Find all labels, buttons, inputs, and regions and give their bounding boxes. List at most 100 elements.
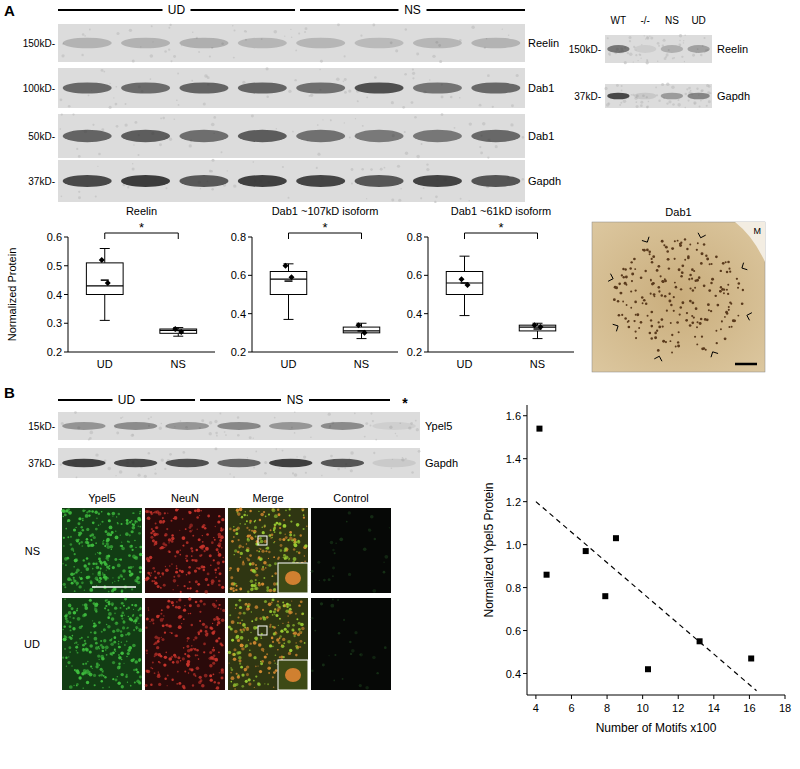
fluorescence: [63, 516, 65, 518]
blot-noise: [305, 472, 307, 474]
arrowhead: [642, 237, 649, 242]
stained-cell: [635, 331, 637, 333]
fluorescence: [174, 555, 176, 557]
fluorescence: [198, 633, 200, 635]
fluorescence: [201, 544, 205, 548]
blot-noise: [316, 167, 318, 169]
stained-cell: [694, 287, 696, 289]
fluorescence: [134, 619, 137, 622]
band: [238, 38, 287, 49]
fluorescence: [233, 526, 234, 527]
fluorescence: [84, 640, 86, 642]
fluorescence: [189, 581, 191, 583]
blot-noise: [349, 458, 350, 459]
fluorescence: [243, 561, 244, 562]
fluorescence: [241, 516, 243, 518]
protein-label: Reelin: [717, 43, 748, 55]
fluorescence: [185, 558, 187, 560]
stained-cell: [692, 289, 694, 291]
fluorescence: [273, 527, 276, 530]
fluorescence: [311, 570, 314, 573]
fluorescence: [105, 605, 107, 607]
fluorescence: [247, 538, 249, 540]
fluorescence: [90, 580, 93, 583]
band: [121, 82, 170, 93]
arrowhead: [711, 352, 718, 357]
fluorescence: [282, 538, 285, 541]
fluorescence: [68, 604, 72, 608]
blot-noise: [61, 196, 63, 198]
stained-cell: [705, 349, 707, 351]
fluorescence: [187, 649, 191, 653]
fluorescence: [229, 567, 232, 570]
fluorescence: [129, 571, 132, 574]
fluorescence: [69, 616, 70, 617]
stained-cell: [653, 293, 656, 296]
fluorescence: [164, 656, 167, 659]
blot-noise: [279, 468, 280, 469]
fluorescence: [169, 565, 171, 567]
fluorescence: [250, 580, 253, 583]
blot-strip: [58, 68, 525, 108]
fluorescence: [166, 528, 168, 530]
fluorescence: [127, 682, 128, 683]
size-marker: 15kD-: [28, 421, 55, 432]
fluorescence: [254, 526, 257, 529]
fluorescence: [185, 555, 188, 558]
blot-noise: [164, 50, 166, 52]
fluorescence: [138, 658, 141, 661]
fluorescence: [150, 536, 153, 539]
fluorescence: [184, 585, 186, 587]
band: [296, 175, 345, 187]
stained-cell: [675, 286, 678, 289]
stained-cell: [640, 321, 643, 324]
fluorescence: [186, 560, 188, 562]
fluorescence: [231, 540, 234, 543]
fluorescence: [133, 609, 134, 610]
fluorescence: [187, 587, 189, 589]
blot-noise: [673, 57, 675, 59]
stained-cell: [710, 282, 712, 284]
blot-noise: [608, 53, 611, 56]
blot-noise: [522, 178, 525, 181]
blot-noise: [120, 417, 122, 419]
fluorescence: [132, 658, 134, 660]
fluorescence: [110, 545, 114, 549]
fluorescence: [231, 582, 234, 585]
stained-cell: [720, 328, 722, 330]
fluorescence: [269, 535, 271, 537]
fluorescence: [109, 639, 112, 642]
fluorescence: [372, 589, 376, 593]
fluorescence: [258, 551, 260, 553]
fluorescence: [99, 648, 100, 649]
fluorescence: [162, 542, 165, 545]
blot-noise: [681, 56, 683, 58]
fluorescence: [201, 565, 204, 568]
fluorescence: [134, 660, 137, 663]
fluorescence: [134, 540, 136, 542]
fluorescence: [108, 591, 110, 593]
blot-noise: [658, 100, 660, 102]
fluorescence: [151, 618, 155, 622]
stained-cell: [645, 302, 647, 304]
fluorescence: [121, 547, 125, 551]
fluorescence: [221, 618, 225, 622]
fluorescence: [251, 530, 253, 532]
blot-noise: [210, 170, 213, 173]
fluorescence: [171, 601, 174, 604]
fluorescence: [127, 627, 129, 629]
fluorescence: [114, 636, 117, 639]
fluorescence: [213, 673, 215, 675]
fluorescence: [129, 534, 131, 536]
fluorescence: [233, 536, 235, 538]
fluorescence: [214, 658, 218, 662]
blot-noise: [629, 53, 633, 57]
fluorescence: [138, 609, 140, 611]
fluorescence: [117, 522, 119, 524]
fluorescence: [81, 572, 82, 573]
fluorescence: [216, 600, 218, 602]
blot-noise: [482, 122, 486, 126]
fluorescence: [89, 650, 92, 653]
fluorescence: [229, 570, 230, 571]
fluorescence: [168, 542, 169, 543]
